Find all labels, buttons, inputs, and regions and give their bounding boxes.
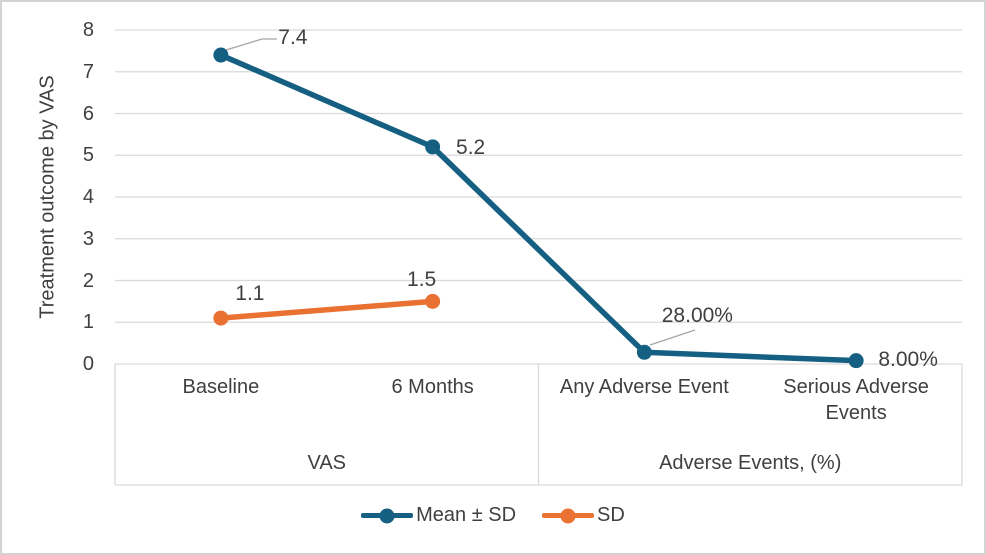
legend: Mean ± SD SD bbox=[2, 504, 984, 527]
x-axis-category-label: Any Adverse Event bbox=[559, 376, 729, 398]
x-axis-category-label: Serious Adverse Events bbox=[783, 376, 929, 424]
x-axis-category-label: 6 Months bbox=[391, 376, 474, 398]
legend-line-sample bbox=[361, 508, 414, 523]
y-axis-tick-label: 0 bbox=[82, 353, 94, 375]
legend-marker-dot-icon bbox=[560, 508, 576, 523]
y-axis-tick-label: 4 bbox=[82, 186, 94, 208]
y-axis-tick-label: 5 bbox=[82, 144, 94, 167]
y-axis-tick-label: 1 bbox=[82, 311, 94, 334]
data-label: 5.2 bbox=[456, 135, 486, 159]
data-label: 1.5 bbox=[407, 268, 437, 292]
legend-item-label: Mean ± SD bbox=[416, 504, 517, 526]
legend-item-label: SD bbox=[597, 504, 625, 526]
legend-marker-dot-icon bbox=[379, 508, 395, 523]
y-axis-tick-label: 8 bbox=[82, 19, 94, 41]
y-axis-tick-label: 2 bbox=[82, 269, 94, 292]
x-axis-category-label: Baseline bbox=[182, 376, 260, 398]
legend-line-sample bbox=[542, 508, 595, 523]
data-label: 28.00% bbox=[661, 304, 733, 328]
y-axis-tick-label: 7 bbox=[82, 60, 94, 83]
data-label: 1.1 bbox=[235, 282, 265, 306]
x-axis-group-label: Adverse Events, (%) bbox=[659, 452, 842, 474]
y-axis-tick-label: 6 bbox=[82, 102, 94, 125]
legend-item-sd: SD bbox=[542, 504, 625, 527]
data-label: 8.00% bbox=[878, 347, 938, 371]
x-axis-group-label: VAS bbox=[307, 452, 347, 474]
y-axis-tick-label: 3 bbox=[82, 227, 94, 250]
data-label: 7.4 bbox=[278, 26, 308, 50]
legend-item-mean-sd: Mean ± SD bbox=[361, 504, 516, 527]
